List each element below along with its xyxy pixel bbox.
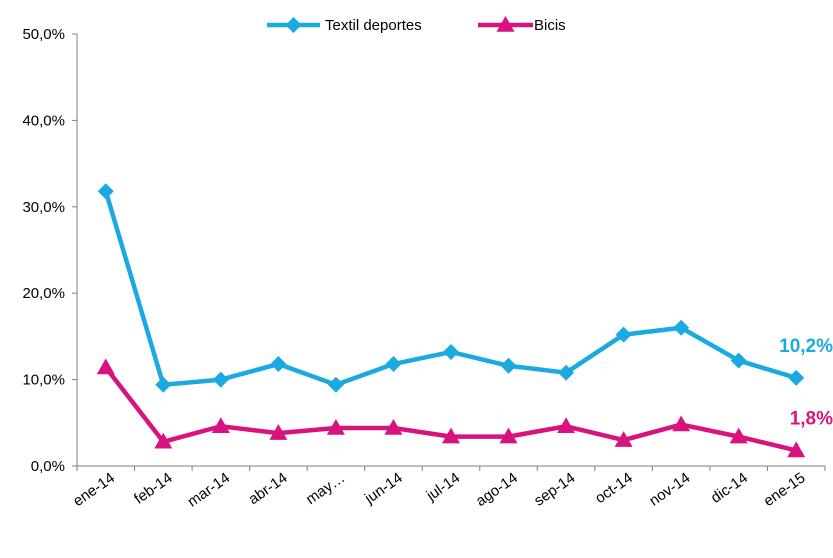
legend-item: Textil deportes [267, 17, 422, 34]
diamond-marker [285, 17, 302, 33]
diamond-marker [327, 376, 344, 393]
x-tick-label: jul-14 [423, 469, 464, 505]
triangle-marker [672, 415, 691, 432]
x-tick-label: mar-14 [184, 469, 233, 510]
diamond-marker [615, 326, 632, 343]
y-tick-label: 10,0% [22, 372, 65, 389]
diamond-marker [730, 352, 747, 369]
triangle-marker [496, 16, 515, 32]
x-tick-label: jun-14 [361, 469, 406, 507]
diamond-marker [385, 356, 402, 373]
series-textil-deportes [97, 183, 805, 393]
triangle-marker [557, 417, 576, 434]
x-tick-label: dic-14 [708, 469, 751, 506]
legend-label: Textil deportes [325, 17, 422, 34]
x-tick-label: oct-14 [592, 469, 636, 507]
triangle-marker [729, 427, 748, 444]
diamond-marker [97, 183, 114, 200]
triangle-marker [499, 427, 518, 444]
triangle-marker [211, 417, 230, 434]
legend-item: Bicis [478, 16, 566, 34]
triangle-marker [326, 418, 345, 435]
diamond-marker [500, 357, 517, 374]
x-tick-label: ene-15 [761, 469, 809, 510]
x-tick-label: ago-14 [473, 469, 521, 510]
y-tick-label: 50,0% [22, 26, 65, 43]
diamond-marker [673, 319, 690, 336]
x-tick-label: may… [303, 469, 348, 508]
triangle-marker [96, 358, 115, 375]
x-tick-label: feb-14 [131, 469, 176, 507]
triangle-marker [384, 418, 403, 435]
diamond-marker [558, 364, 575, 381]
x-tick-label: ene-14 [70, 469, 118, 510]
x-tick-label: abr-14 [245, 469, 290, 508]
triangle-marker [787, 441, 806, 458]
end-value-label: 1,8% [790, 408, 833, 429]
triangle-marker [614, 431, 633, 447]
diamond-marker [270, 356, 287, 373]
end-label-group: 10,2% 1,8% [779, 336, 833, 430]
x-tick-label: sep-14 [531, 469, 578, 509]
diamond-marker [155, 376, 172, 393]
y-tick-label: 30,0% [22, 199, 65, 216]
y-tick-label: 0,0% [31, 458, 65, 475]
legend: Textil deportes Bicis [267, 16, 566, 34]
legend-label: Bicis [534, 17, 566, 34]
x-tick-label: nov-14 [646, 469, 693, 509]
x-tick-group: ene-14 feb-14 mar-14 abr-14 may… jun-14 jul-14… [70, 466, 826, 511]
triangle-marker [442, 427, 460, 444]
triangle-marker [154, 432, 173, 449]
y-tick-group: 0,0% 10,0% 20,0% 30,0% 40,0% 50,0% [22, 26, 77, 475]
triangle-marker [269, 424, 288, 440]
end-value-label: 10,2% [779, 336, 833, 357]
y-tick-label: 40,0% [22, 112, 65, 129]
series-layer [96, 183, 806, 458]
axes [76, 34, 825, 467]
y-tick-label: 20,0% [22, 285, 65, 302]
diamond-marker [212, 371, 229, 388]
series-bicis [96, 358, 806, 458]
diamond-marker [788, 369, 805, 386]
diamond-marker [443, 343, 459, 360]
